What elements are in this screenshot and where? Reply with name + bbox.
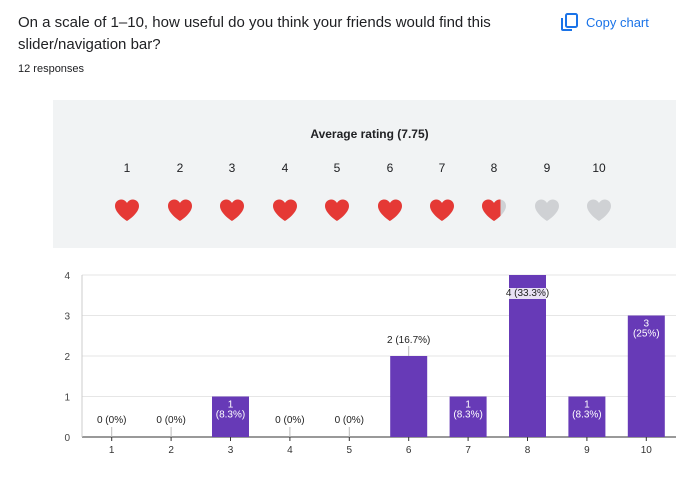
y-tick-label: 4 [64,271,70,282]
data-label: 4 (33.3%) [506,288,549,299]
x-tick-label: 6 [406,445,412,456]
heart-icon [481,198,507,222]
x-tick-label: 9 [584,445,590,456]
question-line-2: slider/navigation bar? [18,36,161,53]
copy-icon [560,13,578,31]
question-line-1: On a scale of 1–10, how useful do you th… [18,14,491,31]
heart-icon [114,198,140,222]
response-count: 12 responses [18,63,85,75]
rating-scale-4: 4 [281,161,289,175]
bar [568,396,606,437]
heart-icon [272,198,298,222]
rating-scale-1: 1 [123,161,131,175]
x-tick-label: 1 [109,445,115,456]
average-rating-panel: Average rating (7.75) 1 2 3 4 5 6 7 8 9 10 [53,100,676,248]
data-label: 0 (0%) [156,415,185,426]
bar [212,396,249,437]
x-tick-label: 5 [347,445,353,456]
rating-scale-7: 7 [438,161,446,175]
question-title: On a scale of 1–10, how useful do you th… [18,12,538,56]
y-tick-label: 3 [64,312,70,323]
y-tick-label: 1 [64,393,70,404]
data-label: 1 [228,400,234,411]
rating-scale-2: 2 [176,161,184,175]
data-label: 0 (0%) [335,415,364,426]
data-label: (25%) [633,329,660,340]
data-label-background [504,288,551,299]
data-label: 1 [584,400,590,411]
data-label: 1 [465,400,471,411]
x-tick-label: 4 [287,445,293,456]
data-label: 0 (0%) [97,415,126,426]
heart-icon [429,198,455,222]
data-label: (8.3%) [216,410,245,421]
heart-icon [219,198,245,222]
data-label: 2 (16.7%) [387,335,430,346]
bar [627,315,665,437]
heart-icon [534,198,560,222]
x-tick-label: 7 [465,445,471,456]
heart-icon [324,198,350,222]
bar [390,356,428,437]
average-rating-title: Average rating (7.75) [310,127,429,141]
data-label: 3 [644,319,650,330]
x-tick-label: 8 [525,445,531,456]
heart-icon [377,198,403,222]
y-tick-label: 0 [64,433,70,444]
rating-scale-8: 8 [490,161,498,175]
x-tick-label: 2 [168,445,174,456]
x-tick-label: 3 [228,445,234,456]
heart-icon [586,198,612,222]
rating-scale-5: 5 [333,161,341,175]
rating-scale-6: 6 [386,161,394,175]
rating-scale-9: 9 [543,161,551,175]
bar [449,396,487,437]
rating-scale-10: 10 [592,161,606,175]
copy-chart-button[interactable]: Copy chart [560,8,649,36]
y-tick-label: 2 [64,352,70,363]
heart-icon [167,198,193,222]
data-label: (8.3%) [453,410,482,421]
data-label: 0 (0%) [275,415,304,426]
x-tick-label: 10 [641,445,653,456]
copy-chart-label: Copy chart [586,14,649,30]
data-label: (8.3%) [572,410,601,421]
rating-scale-3: 3 [228,161,236,175]
bar [509,275,546,437]
